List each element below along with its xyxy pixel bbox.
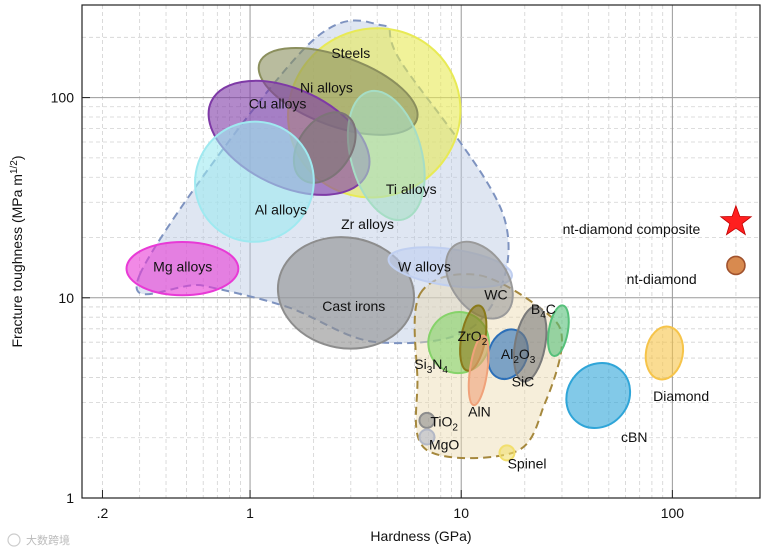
- label-zr-alloys: Zr alloys: [341, 216, 394, 232]
- material-b4c: [546, 304, 570, 358]
- x-tick-label: .2: [97, 505, 109, 521]
- y-tick-label: 100: [51, 90, 75, 106]
- plot-frame: [81, 4, 761, 499]
- y-tick-label: 10: [58, 290, 74, 306]
- watermark-text: 大数跨境: [26, 533, 70, 547]
- label-tio2: TiO2: [430, 413, 458, 433]
- x-axis-label: Hardness (GPa): [370, 528, 471, 544]
- label-steels: Steels: [331, 45, 370, 61]
- label-si3n4: Si3N4: [414, 356, 448, 376]
- material-sic: [512, 305, 548, 383]
- label-cu-alloys: Cu alloys: [249, 96, 307, 112]
- material-mgo: [418, 428, 436, 446]
- material-aln: [467, 334, 490, 407]
- material-cast-irons: [276, 236, 416, 350]
- y-axis-label-superscript: 1/2: [9, 160, 20, 174]
- label-mg-alloys: Mg alloys: [153, 259, 212, 275]
- x-tick-label: 100: [661, 505, 685, 521]
- x-tick-label: 10: [453, 505, 469, 521]
- label-sic: SiC: [512, 374, 535, 390]
- axis-ticks: .2 1 10 100 1 10 100: [51, 90, 685, 521]
- material-mg-alloys: [125, 240, 240, 297]
- label-mgo: MgO: [429, 436, 459, 452]
- label-cbn: cBN: [621, 429, 647, 445]
- label-nt-diamond: nt-diamond: [627, 271, 697, 287]
- watermark-logo-icon: [7, 533, 21, 547]
- label-ti-alloys: Ti alloys: [386, 181, 437, 197]
- material-regions: [125, 27, 753, 462]
- material-cbn: [565, 362, 632, 430]
- material-nt-diamond-marker: [726, 255, 746, 276]
- y-tick-label: 1: [66, 490, 74, 506]
- label-spinel: Spinel: [508, 456, 547, 472]
- label-w-alloys: W alloys: [398, 259, 451, 275]
- material-al-alloys: [194, 120, 315, 243]
- label-nt-diamond-composite: nt-diamond composite: [563, 221, 701, 237]
- label-wc: WC: [484, 287, 507, 303]
- material-nt-diamond-composite-marker: [719, 204, 753, 236]
- y-axis-label-text: Fracture toughness (MPa m: [9, 174, 25, 348]
- label-cast-irons: Cast irons: [322, 298, 385, 314]
- watermark: 大数跨境: [7, 533, 70, 547]
- label-aln: AlN: [468, 404, 491, 420]
- label-zro2: ZrO2: [458, 328, 488, 348]
- label-al2o3: Al2O3: [501, 346, 536, 366]
- material-spinel: [498, 444, 516, 462]
- material-wc: [444, 240, 514, 320]
- material-tio2: [418, 411, 436, 429]
- label-ni-alloys: Ni alloys: [300, 80, 353, 96]
- label-al-alloys: Al alloys: [255, 202, 307, 218]
- material-ti-alloys: [346, 89, 426, 222]
- y-axis-label: Fracture toughness (MPa m1/2): [9, 155, 25, 347]
- label-diamond: Diamond: [653, 388, 709, 404]
- x-tick-label: 1: [246, 505, 254, 521]
- y-axis-label-close: ): [9, 155, 25, 160]
- material-diamond: [644, 325, 685, 381]
- label-b4c: B4C: [531, 301, 556, 321]
